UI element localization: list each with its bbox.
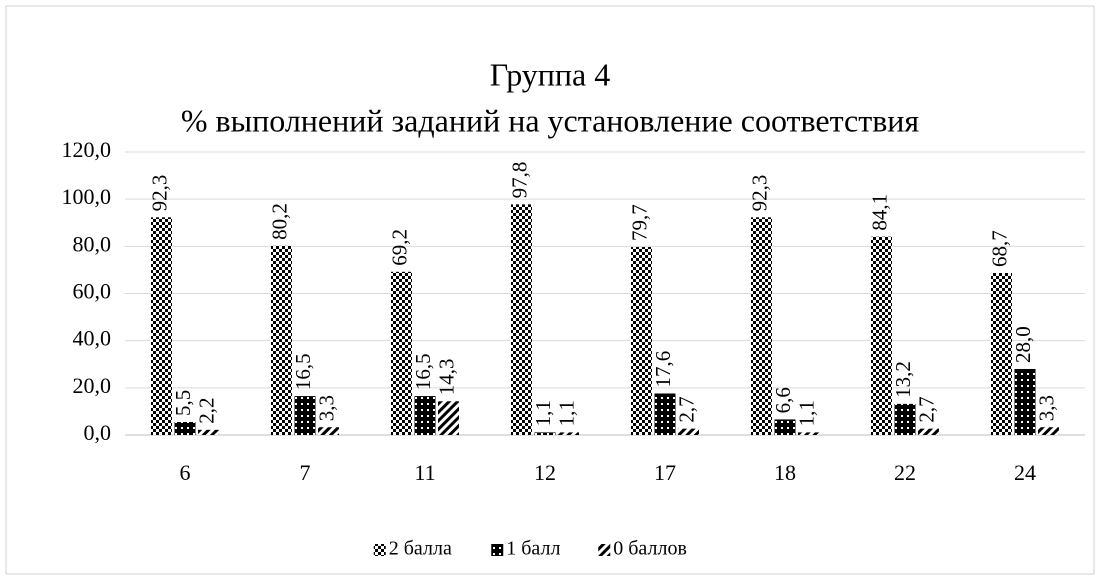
x-tick-label: 6 — [180, 460, 191, 485]
value-label: 14,3 — [434, 359, 458, 396]
y-tick-label: 120,0 — [62, 137, 112, 162]
value-label: 68,7 — [987, 230, 1011, 267]
bar — [631, 247, 652, 435]
bar — [294, 396, 316, 435]
value-label: 16,5 — [411, 353, 435, 390]
bar — [198, 429, 219, 435]
value-label: 80,2 — [267, 203, 291, 240]
chart-border — [5, 5, 1095, 575]
bar — [1014, 368, 1036, 435]
bar — [678, 428, 699, 435]
y-tick-label: 60,0 — [73, 279, 112, 304]
value-label: 1,1 — [554, 400, 578, 426]
value-label: 2,2 — [194, 398, 218, 424]
bar — [991, 272, 1012, 435]
bar — [654, 393, 676, 435]
value-label: 16,5 — [291, 353, 315, 390]
bar — [511, 204, 532, 435]
bar — [391, 271, 412, 435]
bar — [1038, 427, 1059, 435]
y-tick-label: 0,0 — [84, 420, 112, 445]
y-tick-label: 40,0 — [73, 326, 112, 351]
bar — [438, 401, 459, 435]
value-label: 3,3 — [314, 395, 338, 421]
legend-swatch — [598, 544, 611, 556]
chart-title: Группа 4 — [490, 56, 611, 92]
x-tick-label: 22 — [894, 460, 916, 485]
bar — [918, 428, 939, 435]
x-tick-label: 7 — [300, 460, 311, 485]
bar — [558, 432, 579, 435]
value-label: 2,7 — [674, 396, 698, 422]
value-label: 13,2 — [891, 361, 915, 398]
bar — [414, 396, 436, 435]
legend-swatch — [491, 544, 504, 556]
y-tick-label: 100,0 — [62, 184, 112, 209]
bar — [798, 432, 819, 435]
value-label: 28,0 — [1011, 326, 1035, 363]
legend-label: 1 балл — [506, 538, 560, 560]
bar — [318, 427, 339, 435]
value-label: 69,2 — [387, 229, 411, 266]
bar — [871, 236, 892, 435]
value-label: 6,6 — [771, 387, 795, 413]
value-label: 79,7 — [627, 204, 651, 241]
x-tick-label: 18 — [774, 460, 796, 485]
legend-label: 2 балла — [389, 538, 452, 560]
value-label: 84,1 — [867, 194, 891, 231]
bar — [271, 245, 292, 435]
value-label: 92,3 — [747, 175, 771, 212]
bar — [534, 432, 556, 435]
value-label: 1,1 — [794, 400, 818, 426]
x-tick-label: 11 — [414, 460, 435, 485]
chart-subtitle: % выполнений заданий на установление соо… — [181, 102, 920, 138]
x-tick-label: 24 — [1014, 460, 1036, 485]
x-tick-label: 12 — [534, 460, 556, 485]
bar — [894, 403, 916, 435]
bar — [174, 422, 196, 435]
value-label: 92,3 — [147, 175, 171, 212]
x-tick-label: 17 — [654, 460, 676, 485]
legend-label: 0 баллов — [613, 538, 687, 560]
y-tick-label: 80,0 — [73, 231, 112, 256]
value-label: 17,6 — [651, 351, 675, 388]
value-label: 2,7 — [914, 396, 938, 422]
value-label: 3,3 — [1034, 395, 1058, 421]
bar — [751, 217, 772, 435]
y-tick-label: 20,0 — [73, 373, 112, 398]
value-label: 97,8 — [507, 162, 531, 199]
bar — [774, 419, 796, 435]
legend-swatch — [373, 544, 386, 556]
bar — [151, 217, 172, 435]
value-label: 1,1 — [531, 400, 555, 426]
value-label: 5,5 — [171, 390, 195, 416]
